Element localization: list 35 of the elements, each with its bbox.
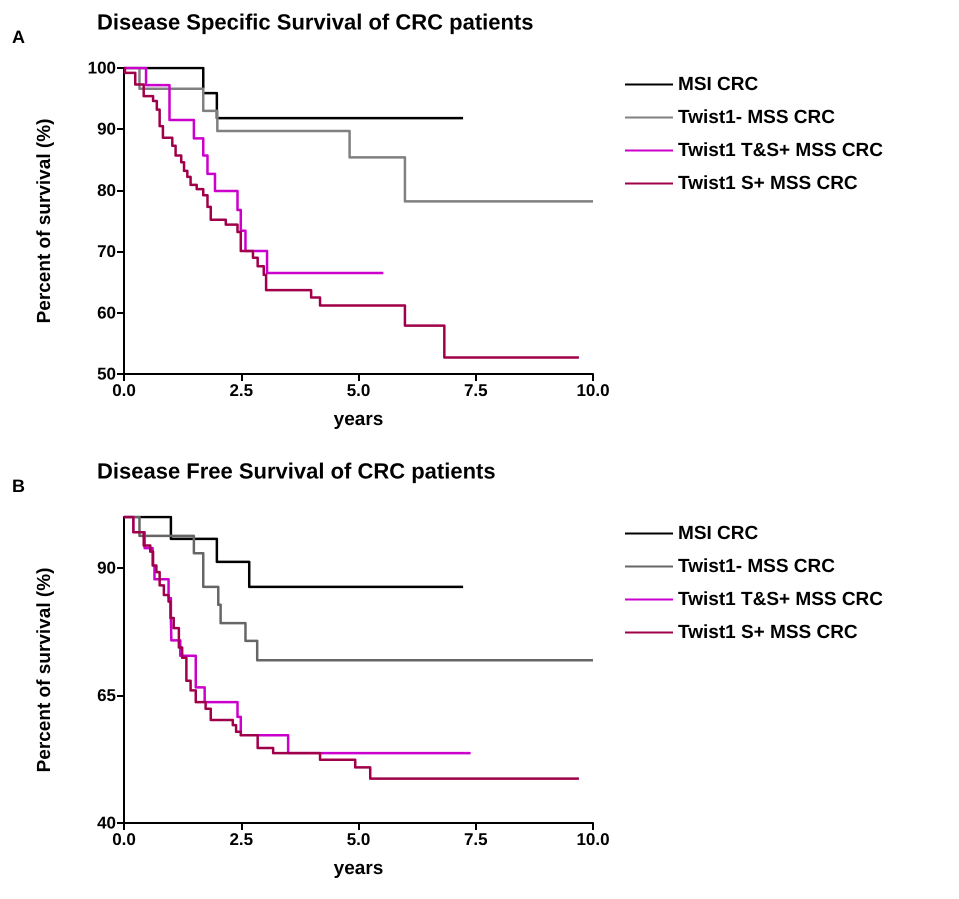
text: B [12, 476, 25, 496]
y-axis-title: Percent of survival (%) [34, 568, 55, 772]
y-tick-label: 90 [97, 558, 116, 578]
y-tick-label: 60 [97, 303, 116, 322]
x-axis-title: years [334, 858, 384, 879]
y-tick-label: 100 [88, 58, 116, 78]
x-tick-label: 0.0 [112, 830, 136, 849]
x-tick-label: 7.5 [464, 381, 488, 400]
chart-title: Disease Specific Survival of CRC patients [97, 10, 534, 34]
legend-label: Twist1 T&S+ MSS CRC [678, 589, 884, 610]
chart-title: Disease Free Survival of CRC patients [97, 458, 496, 484]
y-tick-label: 40 [97, 814, 116, 832]
y-tick-label: 50 [97, 364, 116, 384]
x-axis-title: years [334, 409, 384, 430]
text: A [12, 27, 25, 47]
x-tick-label: 2.5 [229, 381, 254, 400]
x-tick-label: 5.0 [346, 381, 370, 400]
x-tick-label: 5.0 [346, 830, 370, 849]
legend-label: Twist1 S+ MSS CRC [678, 173, 858, 194]
y-tick-label: 65 [97, 686, 116, 705]
legend-label: Twist1- MSS CRC [678, 107, 836, 128]
legend-label: Twist1 S+ MSS CRC [678, 622, 858, 643]
x-tick-label: 0.0 [112, 381, 136, 400]
legend-label: MSI CRC [678, 74, 758, 95]
x-tick-label: 7.5 [464, 830, 488, 849]
x-tick-label: 2.5 [229, 830, 254, 849]
y-tick-label: 90 [97, 120, 116, 139]
y-axis-title: Percent of survival (%) [34, 118, 55, 324]
x-tick-label: 10.0 [576, 381, 610, 400]
legend-label: Twist1 T&S+ MSS CRC [678, 140, 884, 161]
y-tick-label: 70 [97, 242, 116, 262]
y-tick-label: 80 [97, 180, 116, 200]
x-tick-label: 10.0 [576, 830, 610, 849]
legend-label: MSI CRC [678, 523, 758, 544]
legend-label: Twist1- MSS CRC [678, 556, 836, 577]
